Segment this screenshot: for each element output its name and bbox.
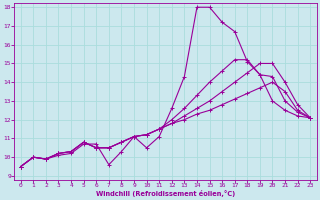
X-axis label: Windchill (Refroidissement éolien,°C): Windchill (Refroidissement éolien,°C) <box>96 190 235 197</box>
